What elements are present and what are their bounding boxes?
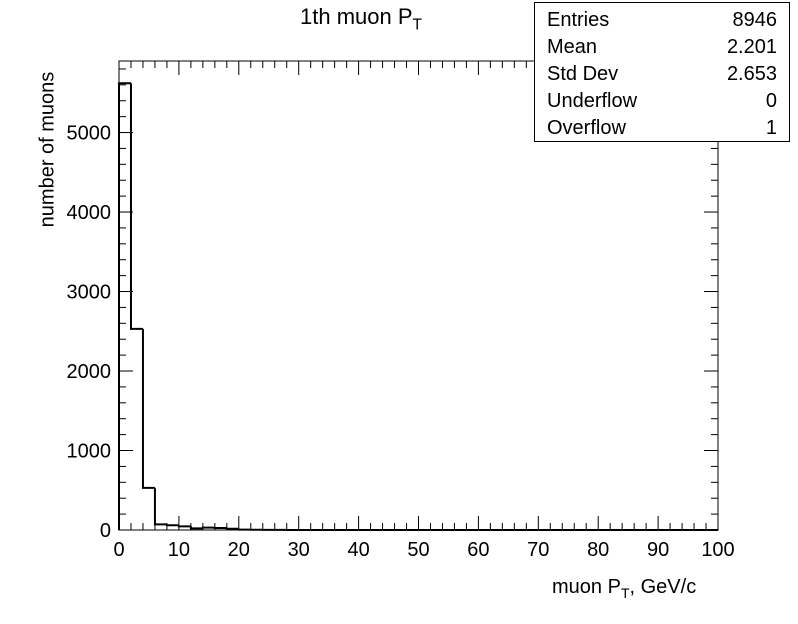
stats-value: 2.201 [726,36,777,58]
stats-key: Underflow [547,90,638,112]
stats-row-entries: Entries 8946 [547,9,777,37]
stats-row-std-dev: Std Dev 2.653 [547,63,777,91]
chart-title: 1th muon PT [300,4,422,34]
histogram-bin [225,527,239,530]
y-tick-label: 4000 [67,202,112,224]
stats-value: 0 [765,90,777,112]
stats-box: Entries 8946 Mean 2.201 Std Dev 2.653 Un… [534,2,790,142]
histogram-bin [141,328,155,489]
x-tick-label: 60 [467,539,489,561]
x-tick-label: 30 [288,539,310,561]
stats-row-underflow: Underflow 0 [547,90,777,118]
stats-value: 1 [765,117,777,139]
histogram-bin [118,82,131,530]
x-tick-label: 50 [407,539,429,561]
stats-key: Mean [547,36,598,58]
histogram-bin [189,526,203,530]
histogram-bin [177,525,191,528]
stats-key: Overflow [547,117,626,139]
y-tick-label: 2000 [67,361,112,383]
histogram-bin [237,528,251,531]
x-tick-label: 90 [647,539,669,561]
x-tick-label: 80 [587,539,609,561]
y-tick-label: 3000 [67,282,112,304]
stats-key: Entries [547,9,610,31]
x-tick-label: 100 [701,539,734,561]
x-axis-label: muon PT, GeV/c [552,576,697,601]
x-tick-label: 40 [347,539,369,561]
histogram-bin [165,524,179,527]
histogram-bin [201,526,215,529]
histogram-bin [153,487,167,526]
x-tick-label: 70 [527,539,549,561]
stats-value: 2.653 [726,63,777,85]
stats-key: Std Dev [547,63,619,85]
y-tick-label: 1000 [67,441,112,463]
y-tick-label: 5000 [67,123,112,145]
stats-row-overflow: Overflow 1 [547,117,777,145]
x-tick-label: 0 [113,539,124,561]
x-tick-label: 10 [168,539,190,561]
histogram-bin [129,83,143,330]
y-axis-label: number of muons [36,71,59,228]
x-tick-label: 20 [228,539,250,561]
stats-value: 8946 [732,9,778,31]
stats-row-mean: Mean 2.201 [547,36,777,64]
y-tick-label: 0 [100,520,111,542]
